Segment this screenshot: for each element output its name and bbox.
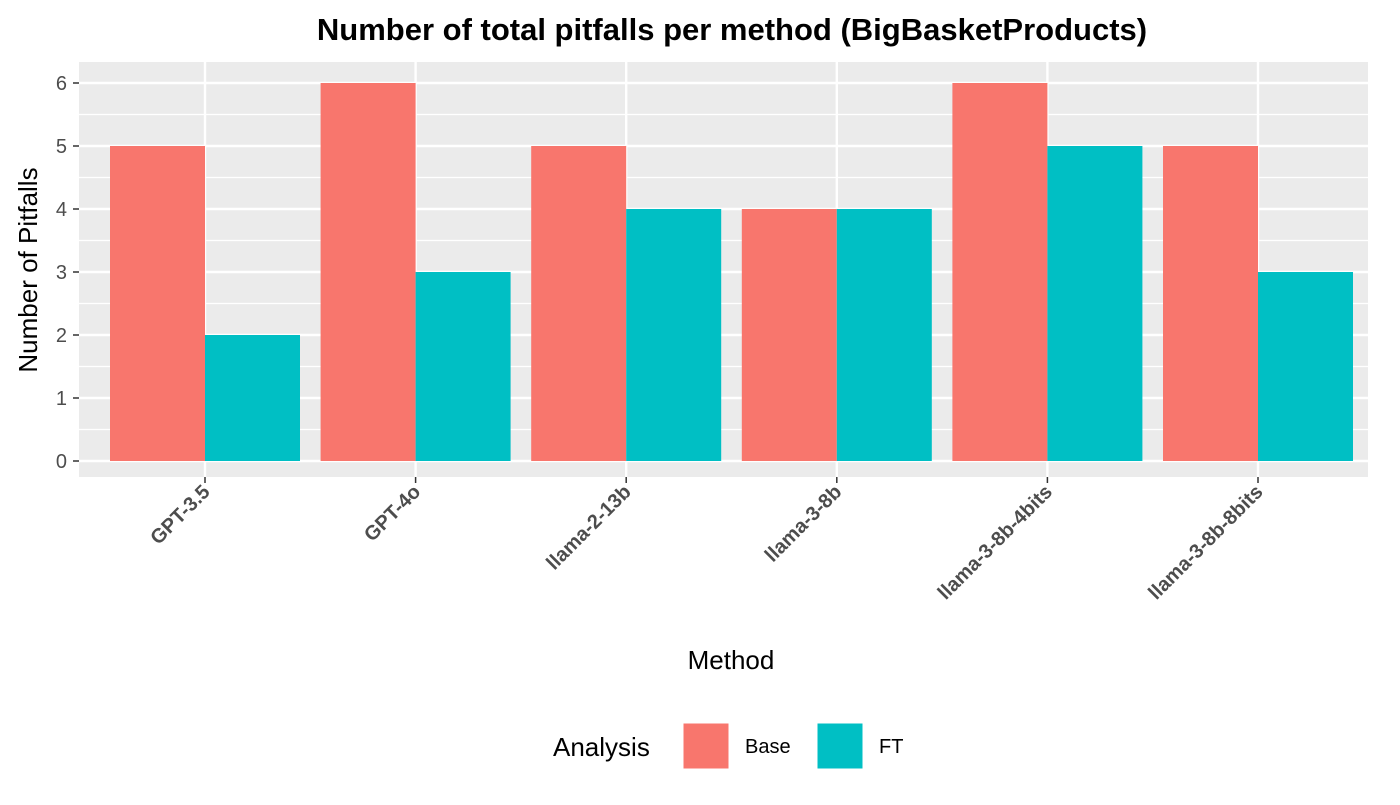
legend-label-base: Base <box>745 736 791 758</box>
x-tick-label: GPT-4o <box>360 481 425 546</box>
legend-title: Analysis <box>553 732 650 762</box>
y-tick-label: 1 <box>56 388 67 410</box>
bars <box>110 83 1353 461</box>
x-axis-title: Method <box>688 645 775 675</box>
x-tick-label: llama-3-8b <box>761 481 847 567</box>
bar-ft-gpt-4o <box>415 272 511 461</box>
y-tick-label: 0 <box>56 451 67 473</box>
bar-base-llama-3-8b-4bits <box>952 83 1048 461</box>
bar-base-gpt-3-5 <box>110 146 205 461</box>
y-tick-label: 4 <box>56 199 67 221</box>
bar-base-llama-3-8b-8bits <box>1163 146 1258 461</box>
legend-label-ft: FT <box>879 736 903 758</box>
y-axis: 0 1 2 3 4 5 6 <box>56 73 79 473</box>
legend: Analysis Base FT <box>553 722 903 770</box>
y-tick-label: 3 <box>56 262 67 284</box>
bar-ft-gpt-3-5 <box>205 335 300 461</box>
y-tick-label: 6 <box>56 73 67 95</box>
bar-base-gpt-4o <box>320 83 416 461</box>
y-tick-label: 5 <box>56 136 67 158</box>
legend-items: Base FT <box>682 722 903 770</box>
y-axis-title: Number of Pitfalls <box>13 167 43 372</box>
x-axis: GPT-3.5 GPT-4o llama-2-13b llama-3-8b llama-… <box>146 477 1268 604</box>
x-tick-label: llama-3-8b-4bits <box>934 481 1057 604</box>
y-tick-label: 2 <box>56 325 67 347</box>
bar-ft-llama-3-8b-4bits <box>1047 146 1143 461</box>
bar-base-llama-2-13b <box>531 146 627 461</box>
legend-key-ft <box>816 722 864 770</box>
legend-key-base <box>682 722 730 770</box>
bar-ft-llama-2-13b <box>626 209 722 461</box>
bar-base-llama-3-8b <box>741 209 837 461</box>
x-tick-label: llama-2-13b <box>542 481 635 574</box>
x-tick-label: llama-3-8b-8bits <box>1144 481 1267 604</box>
bar-ft-llama-3-8b <box>836 209 932 461</box>
chart-title: Number of total pitfalls per method (Big… <box>317 12 1147 47</box>
bar-ft-llama-3-8b-8bits <box>1258 272 1353 461</box>
x-tick-label: GPT-3.5 <box>146 481 214 549</box>
